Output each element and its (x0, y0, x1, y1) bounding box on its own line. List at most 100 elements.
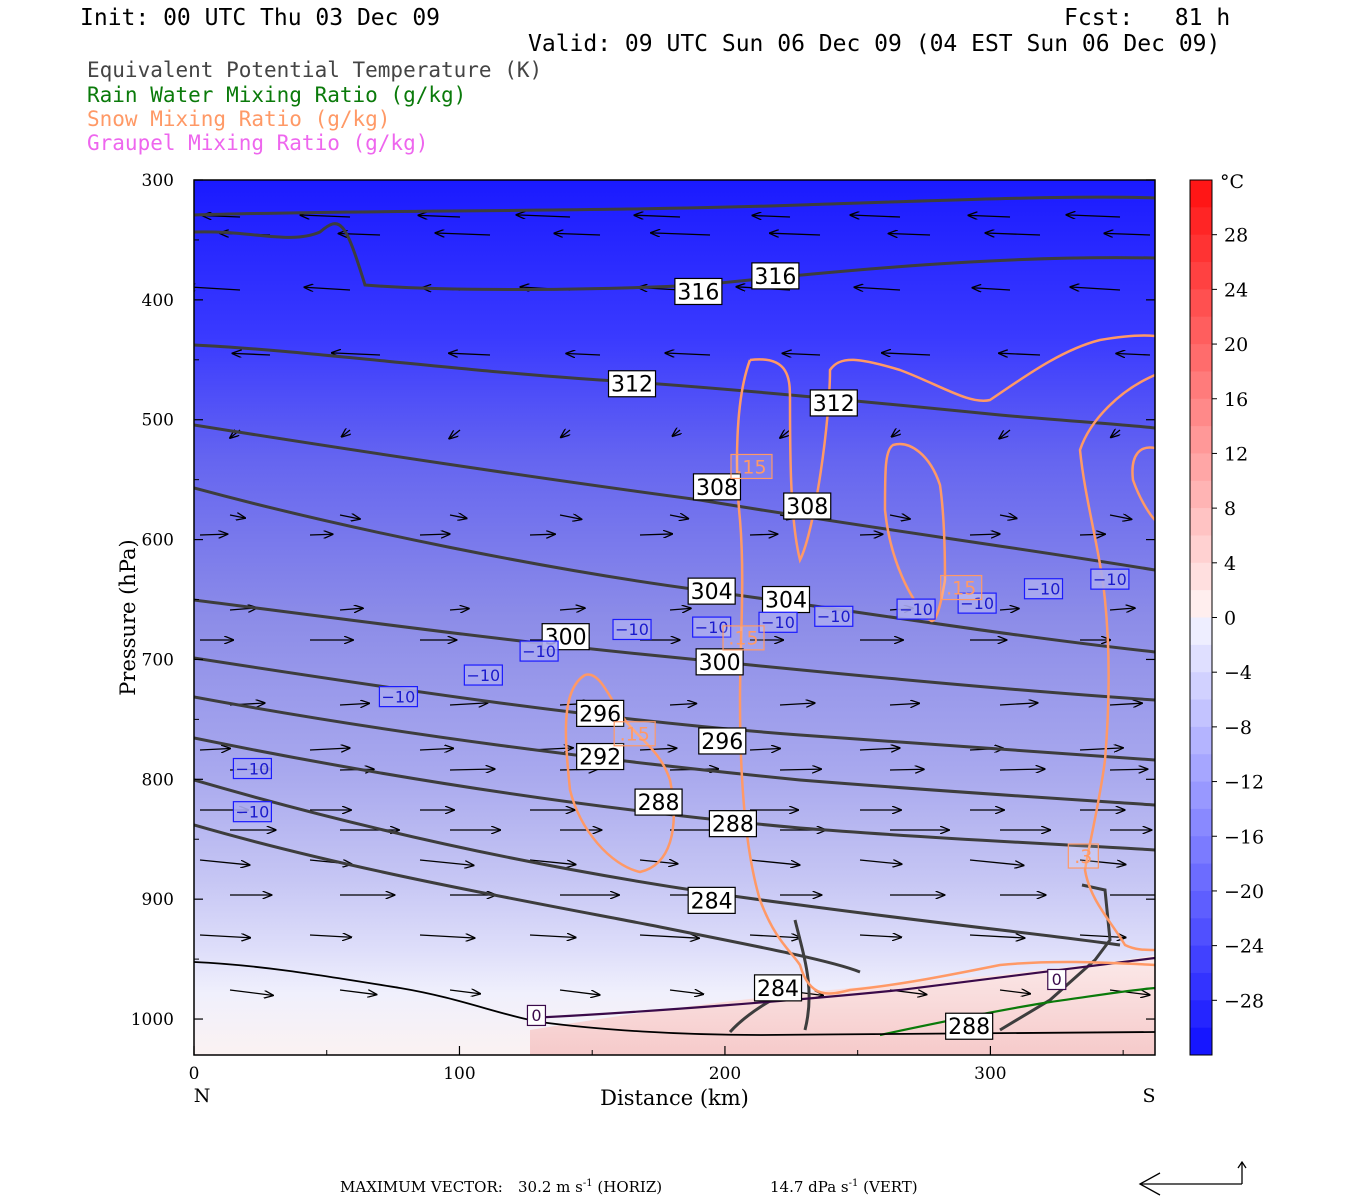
wind-vector (770, 233, 821, 235)
wind-vector (892, 430, 900, 437)
wind-vector (749, 534, 777, 535)
wind-vector (669, 608, 691, 610)
wind-vector (669, 704, 696, 706)
wind-vector (309, 748, 350, 750)
temperature-label-box (526, 1004, 547, 1027)
wind-vector (749, 749, 780, 751)
colorbar-tick-label: 8 (1224, 498, 1236, 520)
wind-vector (882, 353, 931, 355)
wind-vector (969, 935, 1024, 938)
wind-vector (859, 935, 901, 937)
snow-contour (735, 359, 1155, 995)
colorbar-tick-label: −24 (1224, 936, 1264, 958)
x-tick-label: 100 (443, 1064, 475, 1084)
colorbar-segment (1190, 562, 1212, 591)
vert-vector-value: 14.7 dPa s (770, 1178, 849, 1196)
legend-graupel: Graupel Mixing Ratio (g/kg) (87, 131, 429, 155)
wind-vector (999, 990, 1030, 994)
y-tick-label: 800 (142, 770, 174, 790)
wind-vector (339, 515, 360, 519)
colorbar-tick-label: 12 (1224, 443, 1248, 465)
theta-e-label-box (809, 389, 858, 417)
reference-vector-horizontal-head (1138, 1172, 1161, 1196)
wind-vector (199, 859, 250, 865)
wind-vector (199, 935, 250, 938)
wind-vector (669, 990, 703, 994)
wind-vector (1104, 233, 1151, 235)
temperature-label: −10 (1027, 579, 1061, 598)
colorbar: 28 24 20 16 12 8 4 0 −4 −8 −12 −16 −20 −24 −28 °C (1189, 171, 1264, 1056)
temperature-label-box (692, 616, 732, 638)
y-tick-label: 700 (142, 650, 174, 670)
snow-label-box (722, 625, 765, 651)
theta-e-label: 288 (948, 1015, 990, 1040)
colorbar-segment (1190, 644, 1212, 673)
wind-vector (449, 990, 480, 994)
wind-vector (309, 534, 333, 535)
x-tick-label: 200 (709, 1064, 741, 1084)
wind-vector (449, 429, 461, 439)
forecast-hour: Fcst: 81 h (1064, 5, 1231, 31)
y-tick-label: 600 (142, 531, 174, 551)
snow-label: .15 (620, 724, 650, 746)
wind-vector (889, 515, 910, 519)
wind-vector (309, 935, 351, 937)
colorbar-segment (1190, 754, 1212, 783)
wind-vector (199, 749, 230, 751)
theta-e-label: 308 (786, 495, 828, 520)
snow-label: .15 (736, 456, 766, 478)
colorbar-tick-label: 4 (1224, 553, 1236, 575)
temperature-label: 0 (1052, 970, 1062, 989)
wind-vector (559, 515, 581, 519)
wind-vector (749, 935, 800, 938)
theta-e-label-box (634, 788, 683, 816)
wind-vector (1109, 608, 1135, 610)
theta-e-contour (194, 598, 1155, 702)
wind-vector (199, 534, 227, 535)
wind-vector (639, 935, 699, 938)
colorbar-tick-label: −16 (1224, 826, 1264, 848)
temperature-label: −10 (960, 594, 994, 613)
wind-vector (1071, 287, 1121, 290)
theta-e-label-box (783, 492, 832, 520)
temperature-label: −10 (1093, 570, 1127, 589)
wind-vector (999, 609, 1019, 611)
wind-vector (559, 989, 600, 995)
snow-contour (564, 673, 675, 874)
wind-vector (749, 859, 800, 865)
colorbar-tick-label: 16 (1224, 389, 1248, 411)
wind-vector (419, 935, 474, 938)
theta-e-contour (793, 919, 811, 1031)
wind-vector (529, 935, 576, 937)
colorbar-segment (1190, 781, 1212, 810)
theta-e-label: 284 (757, 977, 799, 1002)
temperature-label: −10 (236, 759, 270, 778)
temperature-label: −10 (761, 613, 795, 632)
colorbar-segment (1190, 836, 1212, 865)
colorbar-tick-label: 0 (1224, 608, 1236, 630)
wind-vector (969, 215, 1011, 217)
wind-vector (999, 769, 1045, 770)
wind-vector (449, 769, 495, 770)
wind-vector (783, 353, 821, 355)
temperature-label: −10 (466, 666, 500, 685)
wind-vector (1111, 430, 1120, 437)
wind-vector (559, 608, 585, 610)
x-right-label: S (1142, 1085, 1155, 1107)
wind-vector (779, 703, 815, 705)
reference-vector-vertical-head (1237, 1160, 1247, 1169)
snow-contours (564, 334, 1155, 995)
wind-vector (969, 534, 1000, 535)
snow-label-box (940, 574, 983, 601)
colorbar-tick-label: −8 (1224, 717, 1252, 739)
theta-e-label: 312 (611, 373, 653, 398)
wind-vector (229, 989, 273, 995)
wind-vector (635, 215, 681, 217)
temperature-label: −10 (522, 642, 556, 661)
axes: 300 400 500 600 700 800 900 1000 0 100 200 300 N S Dis… (116, 171, 1156, 1110)
wind-vector (342, 430, 350, 437)
horiz-exponent: -1 (582, 1178, 593, 1189)
temperature-label: −10 (615, 620, 649, 639)
wind-vector (1109, 515, 1131, 519)
wind-vector (651, 233, 711, 235)
